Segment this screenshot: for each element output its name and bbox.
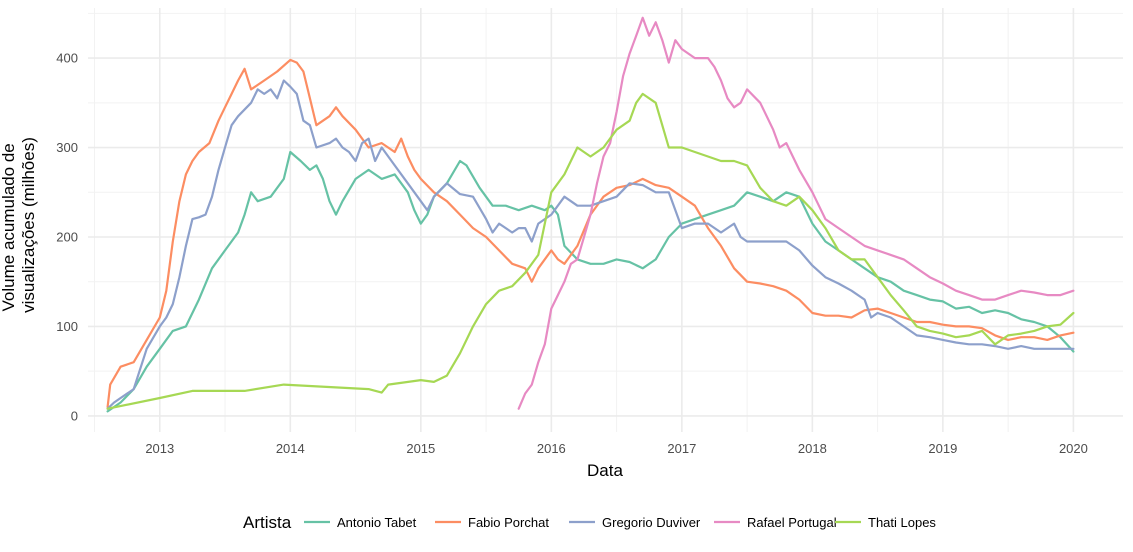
y-tick-labels: 0 100 200 300 400 <box>56 51 78 424</box>
x-tick-label: 2014 <box>276 441 305 456</box>
legend-label-thati-lopes: Thati Lopes <box>868 515 936 530</box>
legend-items: Antonio Tabet Fabio Porchat Gregorio Duviv… <box>304 515 936 530</box>
legend-label-fabio-porchat: Fabio Porchat <box>468 515 549 530</box>
x-tick-label: 2016 <box>537 441 566 456</box>
series-line-thati-lopes <box>106 92 1075 410</box>
legend-title: Artista <box>243 513 292 532</box>
x-tick-label: 2015 <box>406 441 435 456</box>
legend: Artista Antonio Tabet Fabio Porchat Gregor… <box>243 513 936 532</box>
legend-label-rafael-portugal: Rafael Portugal <box>747 515 837 530</box>
x-tick-label: 2019 <box>928 441 957 456</box>
legend-label-antonio-tabet: Antonio Tabet <box>337 515 417 530</box>
y-tick-label: 400 <box>56 51 78 66</box>
series-line-gregorio-duviver <box>106 79 1075 410</box>
y-tick-label: 100 <box>56 319 78 334</box>
legend-label-gregorio-duviver: Gregorio Duviver <box>602 515 701 530</box>
x-tick-label: 2017 <box>667 441 696 456</box>
y-axis-label: Volume acumulado de visualizações (milhõ… <box>0 137 38 313</box>
y-tick-label: 0 <box>71 408 78 423</box>
x-tick-labels: 2013 2014 2015 2016 2017 2018 2019 2020 <box>145 441 1088 456</box>
series-lines <box>106 16 1075 413</box>
y-tick-label: 300 <box>56 140 78 155</box>
x-axis-label: Data <box>587 461 623 480</box>
y-axis-label-line-2: visualizações (milhões) <box>19 137 38 313</box>
y-axis-label-line-1: Volume acumulado de <box>0 143 18 311</box>
x-tick-label: 2018 <box>798 441 827 456</box>
series-line-fabio-porchat <box>106 58 1075 409</box>
y-tick-label: 200 <box>56 229 78 244</box>
x-tick-label: 2020 <box>1059 441 1088 456</box>
x-tick-label: 2013 <box>145 441 174 456</box>
series-line-rafael-portugal <box>517 16 1075 410</box>
